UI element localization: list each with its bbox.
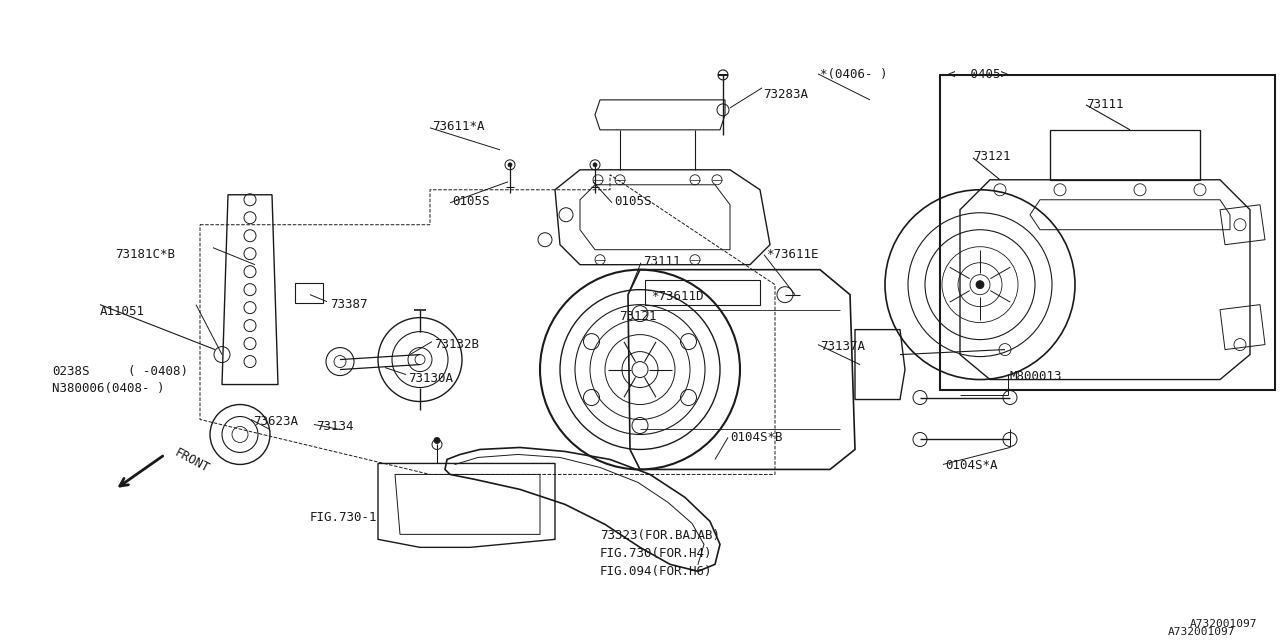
Text: *(0406- ): *(0406- ) [820,68,887,81]
Text: 0104S*B: 0104S*B [730,431,782,445]
Text: 73130A: 73130A [408,372,453,385]
Text: A732001097: A732001097 [1190,620,1257,629]
Text: N380006(0408- ): N380006(0408- ) [52,381,165,394]
Circle shape [593,163,596,167]
Text: 73323(FOR.BAJAB): 73323(FOR.BAJAB) [600,529,719,542]
Bar [294,283,323,303]
Text: 73181C*B: 73181C*B [115,248,175,260]
Text: FIG.730(FOR.H4): FIG.730(FOR.H4) [600,547,713,561]
Text: 0238S: 0238S [52,365,90,378]
Text: 73111: 73111 [643,255,681,268]
Text: < -0405>: < -0405> [948,68,1009,81]
Text: 73111: 73111 [1085,98,1124,111]
Text: FIG.094(FOR.H6): FIG.094(FOR.H6) [600,565,713,579]
Text: 0105S: 0105S [452,195,489,208]
Text: 73132B: 73132B [434,337,479,351]
Text: FIG.730-1: FIG.730-1 [310,511,378,524]
Text: *73611E: *73611E [765,248,818,260]
Text: 73121: 73121 [973,150,1010,163]
Text: ( -0408): ( -0408) [128,365,188,378]
Text: 0105S: 0105S [614,195,652,208]
Text: 73611*A: 73611*A [433,120,485,133]
Text: 73387: 73387 [330,298,367,310]
Text: 73623A: 73623A [253,415,298,428]
Text: *73611D: *73611D [652,290,704,303]
Text: A11051: A11051 [100,305,145,317]
Circle shape [977,281,984,289]
Text: 0104S*A: 0104S*A [945,460,997,472]
Circle shape [718,70,728,80]
Circle shape [434,438,440,444]
Text: 73137A: 73137A [820,340,865,353]
Bar [940,75,1275,390]
Text: FRONT: FRONT [172,447,211,476]
Circle shape [508,163,512,167]
Text: M800013: M800013 [1010,369,1062,383]
Text: A732001097: A732001097 [1167,627,1235,637]
Text: 73134: 73134 [316,419,353,433]
Text: 73121: 73121 [620,310,657,323]
Text: 73283A: 73283A [763,88,808,101]
Bar [645,280,760,305]
